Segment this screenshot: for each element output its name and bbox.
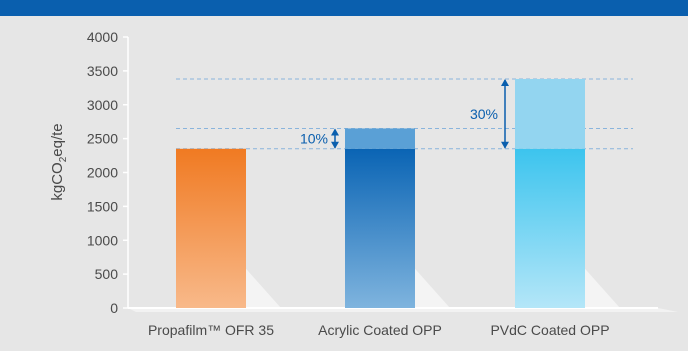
category-label: Acrylic Coated OPP <box>318 322 442 338</box>
header-band <box>0 0 688 16</box>
y-tick-label: 3500 <box>87 63 118 79</box>
annotation-arrowhead-bottom <box>501 141 509 149</box>
y-tick-label: 500 <box>95 266 119 282</box>
category-labels: Propafilm™ OFR 35 Acrylic Coated OPP PVdC … <box>148 322 610 338</box>
y-tick-label: 1000 <box>87 232 118 248</box>
annotation-label: 30% <box>470 106 498 122</box>
y-axis: 0 500 1000 1500 2000 2500 3000 3500 4000 <box>87 29 129 316</box>
bar-reflection <box>585 268 620 308</box>
annotation-arrowhead-top <box>331 128 339 136</box>
bar-2 <box>515 148 585 308</box>
bar-excess-1 <box>345 128 415 149</box>
y-axis-label-sub: 2 <box>58 156 69 162</box>
category-label: PVdC Coated OPP <box>490 322 609 338</box>
y-tick-label: 0 <box>110 300 118 316</box>
y-tick-label: 4000 <box>87 29 118 45</box>
annotation-arrowhead-top <box>501 79 509 87</box>
category-label: Propafilm™ OFR 35 <box>148 322 274 338</box>
bars <box>176 79 620 308</box>
bar-0 <box>176 148 246 308</box>
y-tick-label: 1500 <box>87 198 118 214</box>
y-axis-label-main: kgCO <box>49 162 66 200</box>
annotation-arrowhead-bottom <box>331 141 339 149</box>
bar-excess-2 <box>515 79 585 149</box>
annotations: 10% 30% <box>300 79 509 149</box>
y-axis-label-rest: eq/te <box>49 123 66 156</box>
bar-1 <box>345 148 415 308</box>
y-tick-label: 2500 <box>87 131 118 147</box>
bar-reflection <box>246 268 281 308</box>
bar-reflection <box>415 268 450 308</box>
y-tick-label: 3000 <box>87 97 118 113</box>
chart-floor <box>128 307 678 312</box>
y-tick-label: 2000 <box>87 165 118 181</box>
y-axis-label: kgCO2eq/te <box>49 123 69 200</box>
annotation-label: 10% <box>300 131 328 147</box>
